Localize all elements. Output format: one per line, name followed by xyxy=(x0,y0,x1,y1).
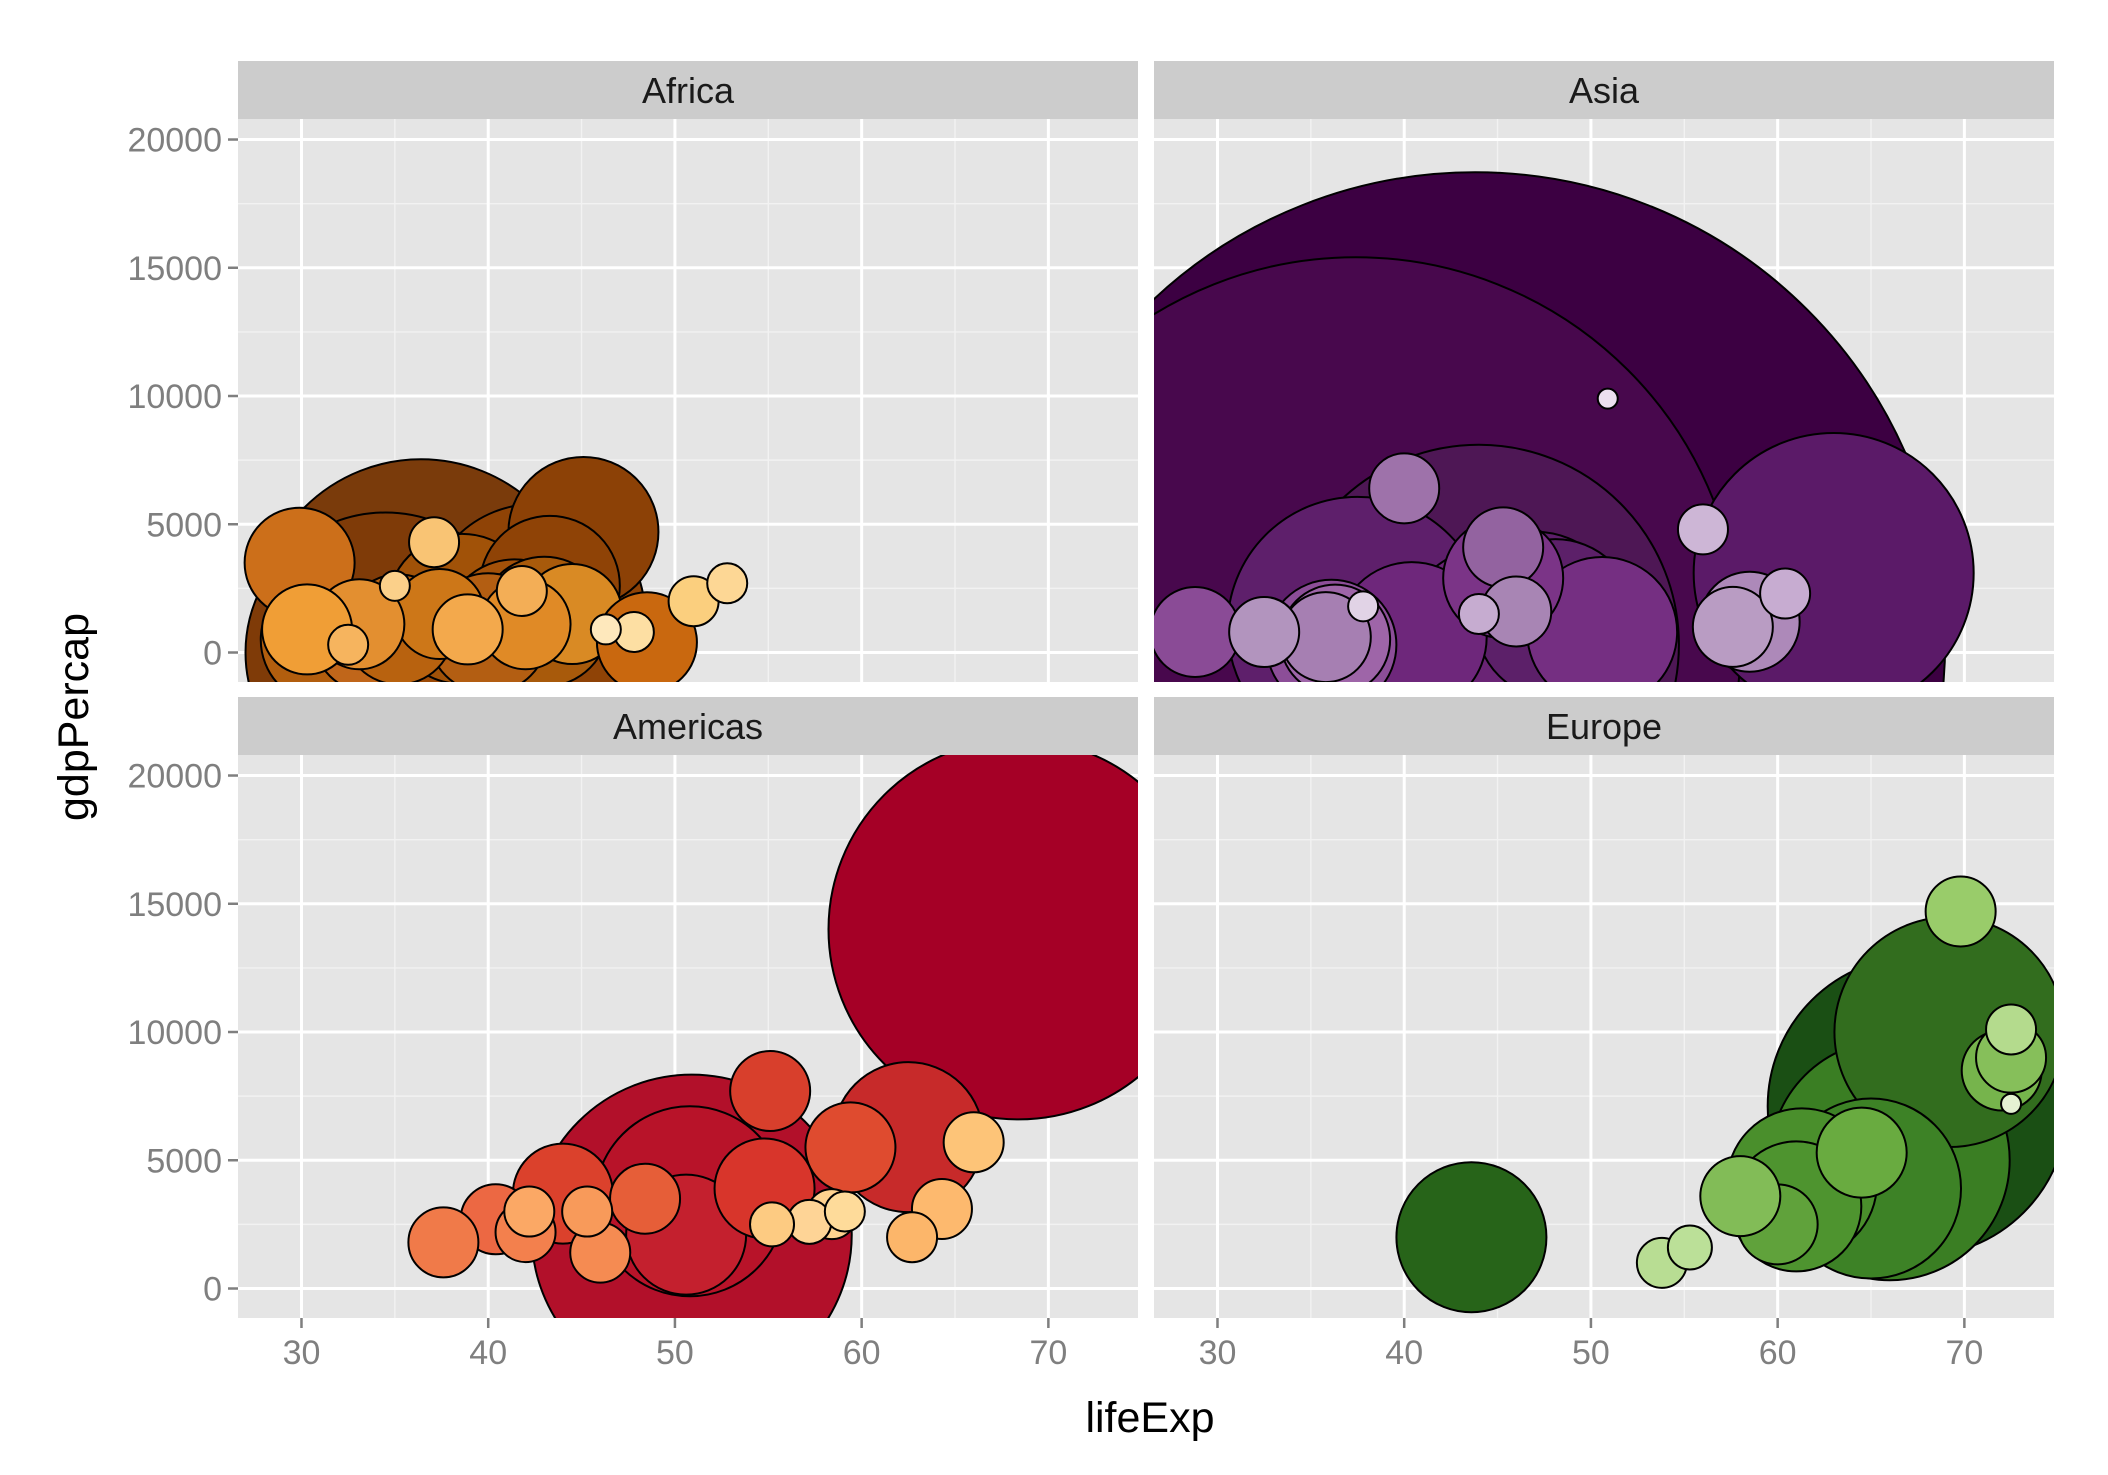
bubble-point xyxy=(1462,506,1545,589)
bubble-point xyxy=(327,623,370,666)
bubble-point xyxy=(589,613,622,646)
facet-label-asia: Asia xyxy=(1569,70,1640,111)
bubble-point xyxy=(503,1185,556,1238)
x-tick-label: 30 xyxy=(283,1334,321,1372)
facet-strip-europe xyxy=(1154,697,2054,755)
bubble-point xyxy=(1699,1155,1782,1238)
x-tick-label: 60 xyxy=(843,1334,881,1372)
bubble-point xyxy=(823,1190,866,1233)
bubble-point xyxy=(1691,585,1774,668)
y-tick-label: 20000 xyxy=(127,122,222,160)
bubble-point xyxy=(2000,1092,2023,1115)
x-tick-label: 50 xyxy=(1572,1334,1610,1372)
bubble-point xyxy=(1666,1224,1713,1271)
x-tick-label: 70 xyxy=(1945,1334,1983,1372)
axes-layer: 0 5000 10000 15000 20000 0 5000 10000 15000 20000… xyxy=(127,122,1983,1372)
facet-strip-asia xyxy=(1154,61,2054,119)
facet-strip-africa xyxy=(238,61,1138,119)
x-tick-label: 70 xyxy=(1029,1334,1067,1372)
y-axis-title: gdpPercap xyxy=(50,613,98,821)
bubble-point xyxy=(1596,387,1619,410)
bubble-point xyxy=(561,1185,614,1238)
bubble-point xyxy=(706,562,749,605)
x-axis-title: lifeExp xyxy=(1085,1394,1214,1442)
bubble-point xyxy=(1395,1161,1548,1314)
bubble-point xyxy=(1676,503,1729,556)
bubble-point xyxy=(609,1162,682,1235)
facet-label-americas: Americas xyxy=(613,706,763,747)
bubble-point xyxy=(749,1201,796,1248)
bubble-point xyxy=(1154,585,1242,678)
x-tick-label: 40 xyxy=(469,1334,507,1372)
bubble-point xyxy=(827,755,1138,1121)
facet-label-africa: Africa xyxy=(642,70,735,111)
bubble-group-europe xyxy=(1395,875,2054,1314)
y-tick-label: 10000 xyxy=(127,1014,222,1052)
bubble-point xyxy=(1759,567,1812,620)
panels-layer: Africa Asia Americas Europe xyxy=(238,61,2054,1318)
facet-label-europe: Europe xyxy=(1546,706,1662,747)
bubble-point xyxy=(1924,875,1997,948)
y-tick-label: 15000 xyxy=(127,250,222,288)
bubble-point xyxy=(378,569,411,602)
y-tick-label: 5000 xyxy=(146,506,222,544)
bubble-group-americas xyxy=(407,755,1138,1318)
bubble-point xyxy=(495,564,548,617)
bubble-point xyxy=(942,1111,1005,1174)
bubble-group-asia xyxy=(1154,171,1975,682)
y-tick-label: 0 xyxy=(203,635,222,673)
bubble-point xyxy=(408,516,461,569)
y-tick-label: 15000 xyxy=(127,886,222,924)
bubble-point xyxy=(431,593,504,666)
bubble-point xyxy=(407,1206,480,1279)
x-tick-label: 30 xyxy=(1199,1334,1237,1372)
bubble-point xyxy=(804,1101,897,1194)
facet-panel-americas: Americas xyxy=(238,697,1138,1318)
bubble-point xyxy=(886,1211,939,1264)
x-tick-label: 50 xyxy=(656,1334,694,1372)
y-tick-label: 5000 xyxy=(146,1142,222,1180)
x-tick-label: 60 xyxy=(1759,1334,1797,1372)
bubble-point xyxy=(1815,1106,1908,1199)
facet-panel-europe: Europe xyxy=(1154,697,2054,1318)
y-tick-label: 10000 xyxy=(127,378,222,416)
y-tick-label: 20000 xyxy=(127,758,222,796)
facet-panel-asia: Asia xyxy=(1154,61,2054,682)
facet-panel-africa: Africa xyxy=(238,61,1138,682)
x-tick-label: 40 xyxy=(1385,1334,1423,1372)
facet-strip-americas xyxy=(238,697,1138,755)
bubble-point xyxy=(1985,1003,2038,1056)
bubble-point xyxy=(1228,595,1301,668)
bubble-point xyxy=(1457,593,1500,636)
bubble-group-africa xyxy=(243,455,749,682)
bubble-point xyxy=(729,1050,812,1133)
y-tick-label: 0 xyxy=(203,1271,222,1309)
bubble-point xyxy=(1368,452,1441,525)
bubble-point xyxy=(1347,590,1380,623)
